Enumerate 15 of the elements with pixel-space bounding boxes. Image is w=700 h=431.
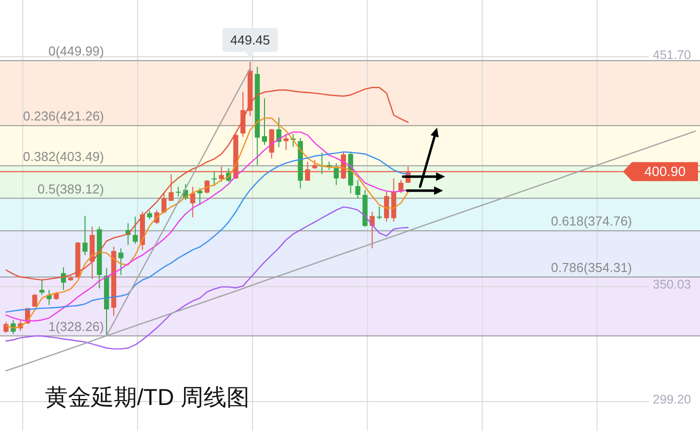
callout: 449.45 [222,28,278,58]
price-tag: 400.90 [623,162,698,182]
ref-line-label: 0.382(403.49) [23,148,104,164]
ref-line-label: 0.618(374.76) [551,214,632,229]
y-tick-label: 350.03 [652,278,692,292]
ref-line-label: 0(449.99) [48,44,104,59]
ref-line-label: 0.786(354.31) [551,260,632,275]
annotation: 449.45 [230,32,270,48]
text: 黄金延期/TD 周线图 [45,384,250,410]
y-tick-label: 299.20 [652,392,692,407]
ref-line-label: 400.90 [644,164,686,180]
ref-line-label: 0.5(389.12) [38,181,104,196]
ref-line-label: 1(328.26) [48,318,104,334]
ref-line-label: 0.236(421.26) [23,108,104,124]
y-tick-label: 451.70 [652,48,692,62]
